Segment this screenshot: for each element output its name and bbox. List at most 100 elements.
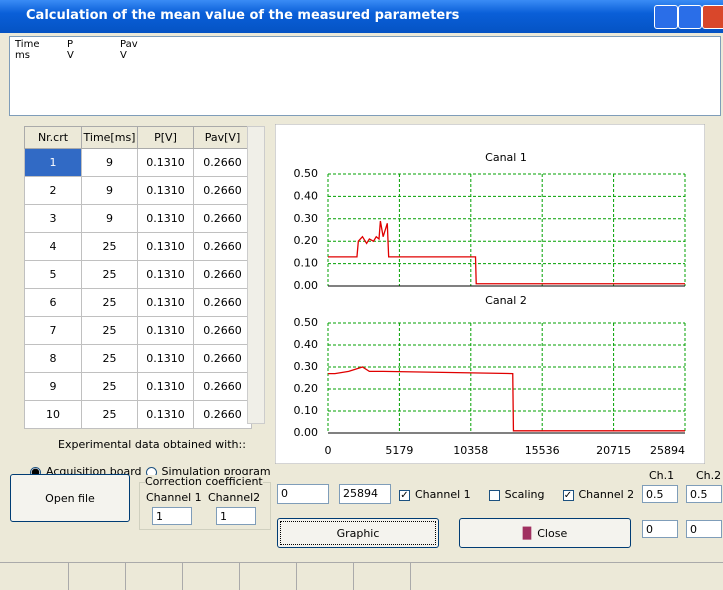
table-cell: 0.2660 [193, 204, 252, 233]
open-file-button[interactable]: Open file [10, 474, 130, 522]
table-cell: 9 [81, 148, 138, 177]
channel-checks: ✓ Channel 1 Scaling ✓ Channel 2 [399, 488, 634, 501]
data-line [328, 366, 685, 432]
column-header: Time[ms] [81, 126, 138, 149]
data-line [328, 220, 685, 285]
y-tick-label: 0.20 [294, 382, 319, 395]
table-cell: 25 [81, 232, 138, 261]
ch2-offset[interactable]: 0 [686, 520, 722, 538]
x-to-input[interactable]: 25894 [339, 484, 391, 504]
table-row[interactable]: 3 9 0.1310 0.2660 [24, 204, 252, 233]
checkbox-box: ✓ [399, 489, 410, 501]
chart-panel: Canal 1 0.00 0.10 0.20 0.30 0.40 0.50 Canal 2 0.… [275, 124, 705, 464]
table-cell: 9 [81, 204, 138, 233]
table-cell: 9 [81, 176, 138, 205]
table-row[interactable]: 10 25 0.1310 0.2660 [24, 400, 252, 429]
table-cell: 7 [24, 316, 82, 345]
y-tick-label: 0.20 [294, 234, 319, 247]
ch1-scale[interactable]: 0.5 [642, 485, 678, 503]
table-row[interactable]: 6 25 0.1310 0.2660 [24, 288, 252, 317]
status-bar [0, 562, 723, 590]
minimize-button[interactable] [654, 5, 678, 29]
checkbox[interactable]: ✓ Channel 1 [399, 488, 471, 501]
table-cell: 0.1310 [137, 372, 194, 401]
channel2-coef[interactable]: 1 [216, 507, 256, 525]
close-button[interactable]: █ Close [459, 518, 631, 548]
checkbox[interactable]: Scaling [488, 488, 545, 501]
table-cell: 0.1310 [137, 316, 194, 345]
close-window-button[interactable] [702, 5, 723, 29]
ch2-scale[interactable]: 0.5 [686, 485, 722, 503]
maximize-button[interactable] [678, 5, 702, 29]
checkbox-box [488, 489, 500, 501]
chart-title: Canal 1 [485, 151, 527, 164]
info-column: Time ms [15, 39, 39, 61]
table-row[interactable]: 2 9 0.1310 0.2660 [24, 176, 252, 205]
y-tick-label: 0.10 [294, 257, 319, 270]
table-row[interactable]: 8 25 0.1310 0.2660 [24, 344, 252, 373]
checkbox-label: Channel 1 [415, 488, 471, 501]
channel1-coef[interactable]: 1 [152, 507, 192, 525]
table-cell: 10 [24, 400, 82, 429]
table-cell: 3 [24, 204, 82, 233]
table-cell: 2 [24, 176, 82, 205]
y-tick-label: 0.50 [294, 316, 319, 329]
radio-label: Simulation program [161, 465, 271, 478]
correction-title: Correction coefficient [145, 475, 263, 488]
table-cell: 0.2660 [193, 400, 252, 429]
source-label: Experimental data obtained with:: [58, 438, 246, 451]
y-tick-label: 0.30 [294, 212, 319, 225]
y-tick-label: 0.30 [294, 360, 319, 373]
window-title: Calculation of the mean value of the mea… [26, 8, 460, 23]
radio-option[interactable]: Simulation program [145, 465, 271, 478]
y-tick-label: 0.40 [294, 338, 319, 351]
table-cell: 0.1310 [137, 288, 194, 317]
table-cell: 0.2660 [193, 372, 252, 401]
table-cell: 6 [24, 288, 82, 317]
graphic-button[interactable]: Graphic [277, 518, 439, 548]
table-cell: 0.2660 [193, 288, 252, 317]
info-column: Pav V [120, 39, 138, 61]
column-header: P[V] [137, 126, 194, 149]
table-cell: 25 [81, 260, 138, 289]
table-cell: 0.2660 [193, 260, 252, 289]
table-cell: 0.1310 [137, 232, 194, 261]
table-cell: 0.1310 [137, 344, 194, 373]
table-cell: 25 [81, 288, 138, 317]
data-table: Nr.crt Time[ms] P[V] Pav[V] 1 9 0.1310 0.2660 2 9… [24, 126, 252, 429]
info-text: V [67, 50, 74, 61]
table-cell: 0.1310 [137, 148, 194, 177]
table-cell: 0.2660 [193, 232, 252, 261]
table-cell: 0.2660 [193, 148, 252, 177]
table-row[interactable]: 4 25 0.1310 0.2660 [24, 232, 252, 261]
x-tick-label: 25894 [650, 444, 685, 457]
table-row[interactable]: 7 25 0.1310 0.2660 [24, 316, 252, 345]
table-cell: 0.1310 [137, 260, 194, 289]
table-cell: 9 [24, 372, 82, 401]
correction-group: Correction coefficient Channel 1 Channel… [139, 475, 271, 530]
title-bar: Calculation of the mean value of the mea… [0, 0, 723, 33]
table-cell: 25 [81, 372, 138, 401]
info-text: Time [15, 39, 40, 50]
column-header: Nr.crt [24, 126, 82, 149]
x-tick-label: 10358 [453, 444, 488, 457]
x-tick-label: 20715 [596, 444, 631, 457]
checkbox[interactable]: ✓ Channel 2 [562, 488, 635, 501]
ch1-offset[interactable]: 0 [642, 520, 678, 538]
table-row[interactable]: 9 25 0.1310 0.2660 [24, 372, 252, 401]
table-cell: 0.2660 [193, 176, 252, 205]
y-tick-label: 0.00 [294, 426, 319, 439]
ch1-label: Ch.1 [649, 469, 675, 482]
y-tick-label: 0.40 [294, 189, 319, 202]
channel1-label: Channel 1 [146, 491, 202, 504]
checkbox-label: Channel 2 [578, 488, 635, 501]
column-header: Pav[V] [193, 126, 252, 149]
table-row[interactable]: 5 25 0.1310 0.2660 [24, 260, 252, 289]
x-tick-label: 15536 [525, 444, 560, 457]
scrollbar[interactable] [247, 126, 265, 424]
table-row[interactable]: 1 9 0.1310 0.2660 [24, 148, 252, 177]
info-area[interactable]: Time ms P V Pav V [9, 36, 721, 116]
table-cell: 25 [81, 316, 138, 345]
x-from-input[interactable]: 0 [277, 484, 329, 504]
